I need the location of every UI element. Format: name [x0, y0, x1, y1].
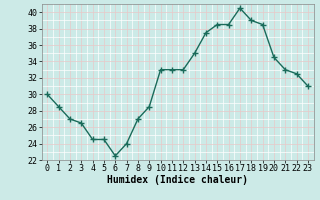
X-axis label: Humidex (Indice chaleur): Humidex (Indice chaleur) [107, 175, 248, 185]
